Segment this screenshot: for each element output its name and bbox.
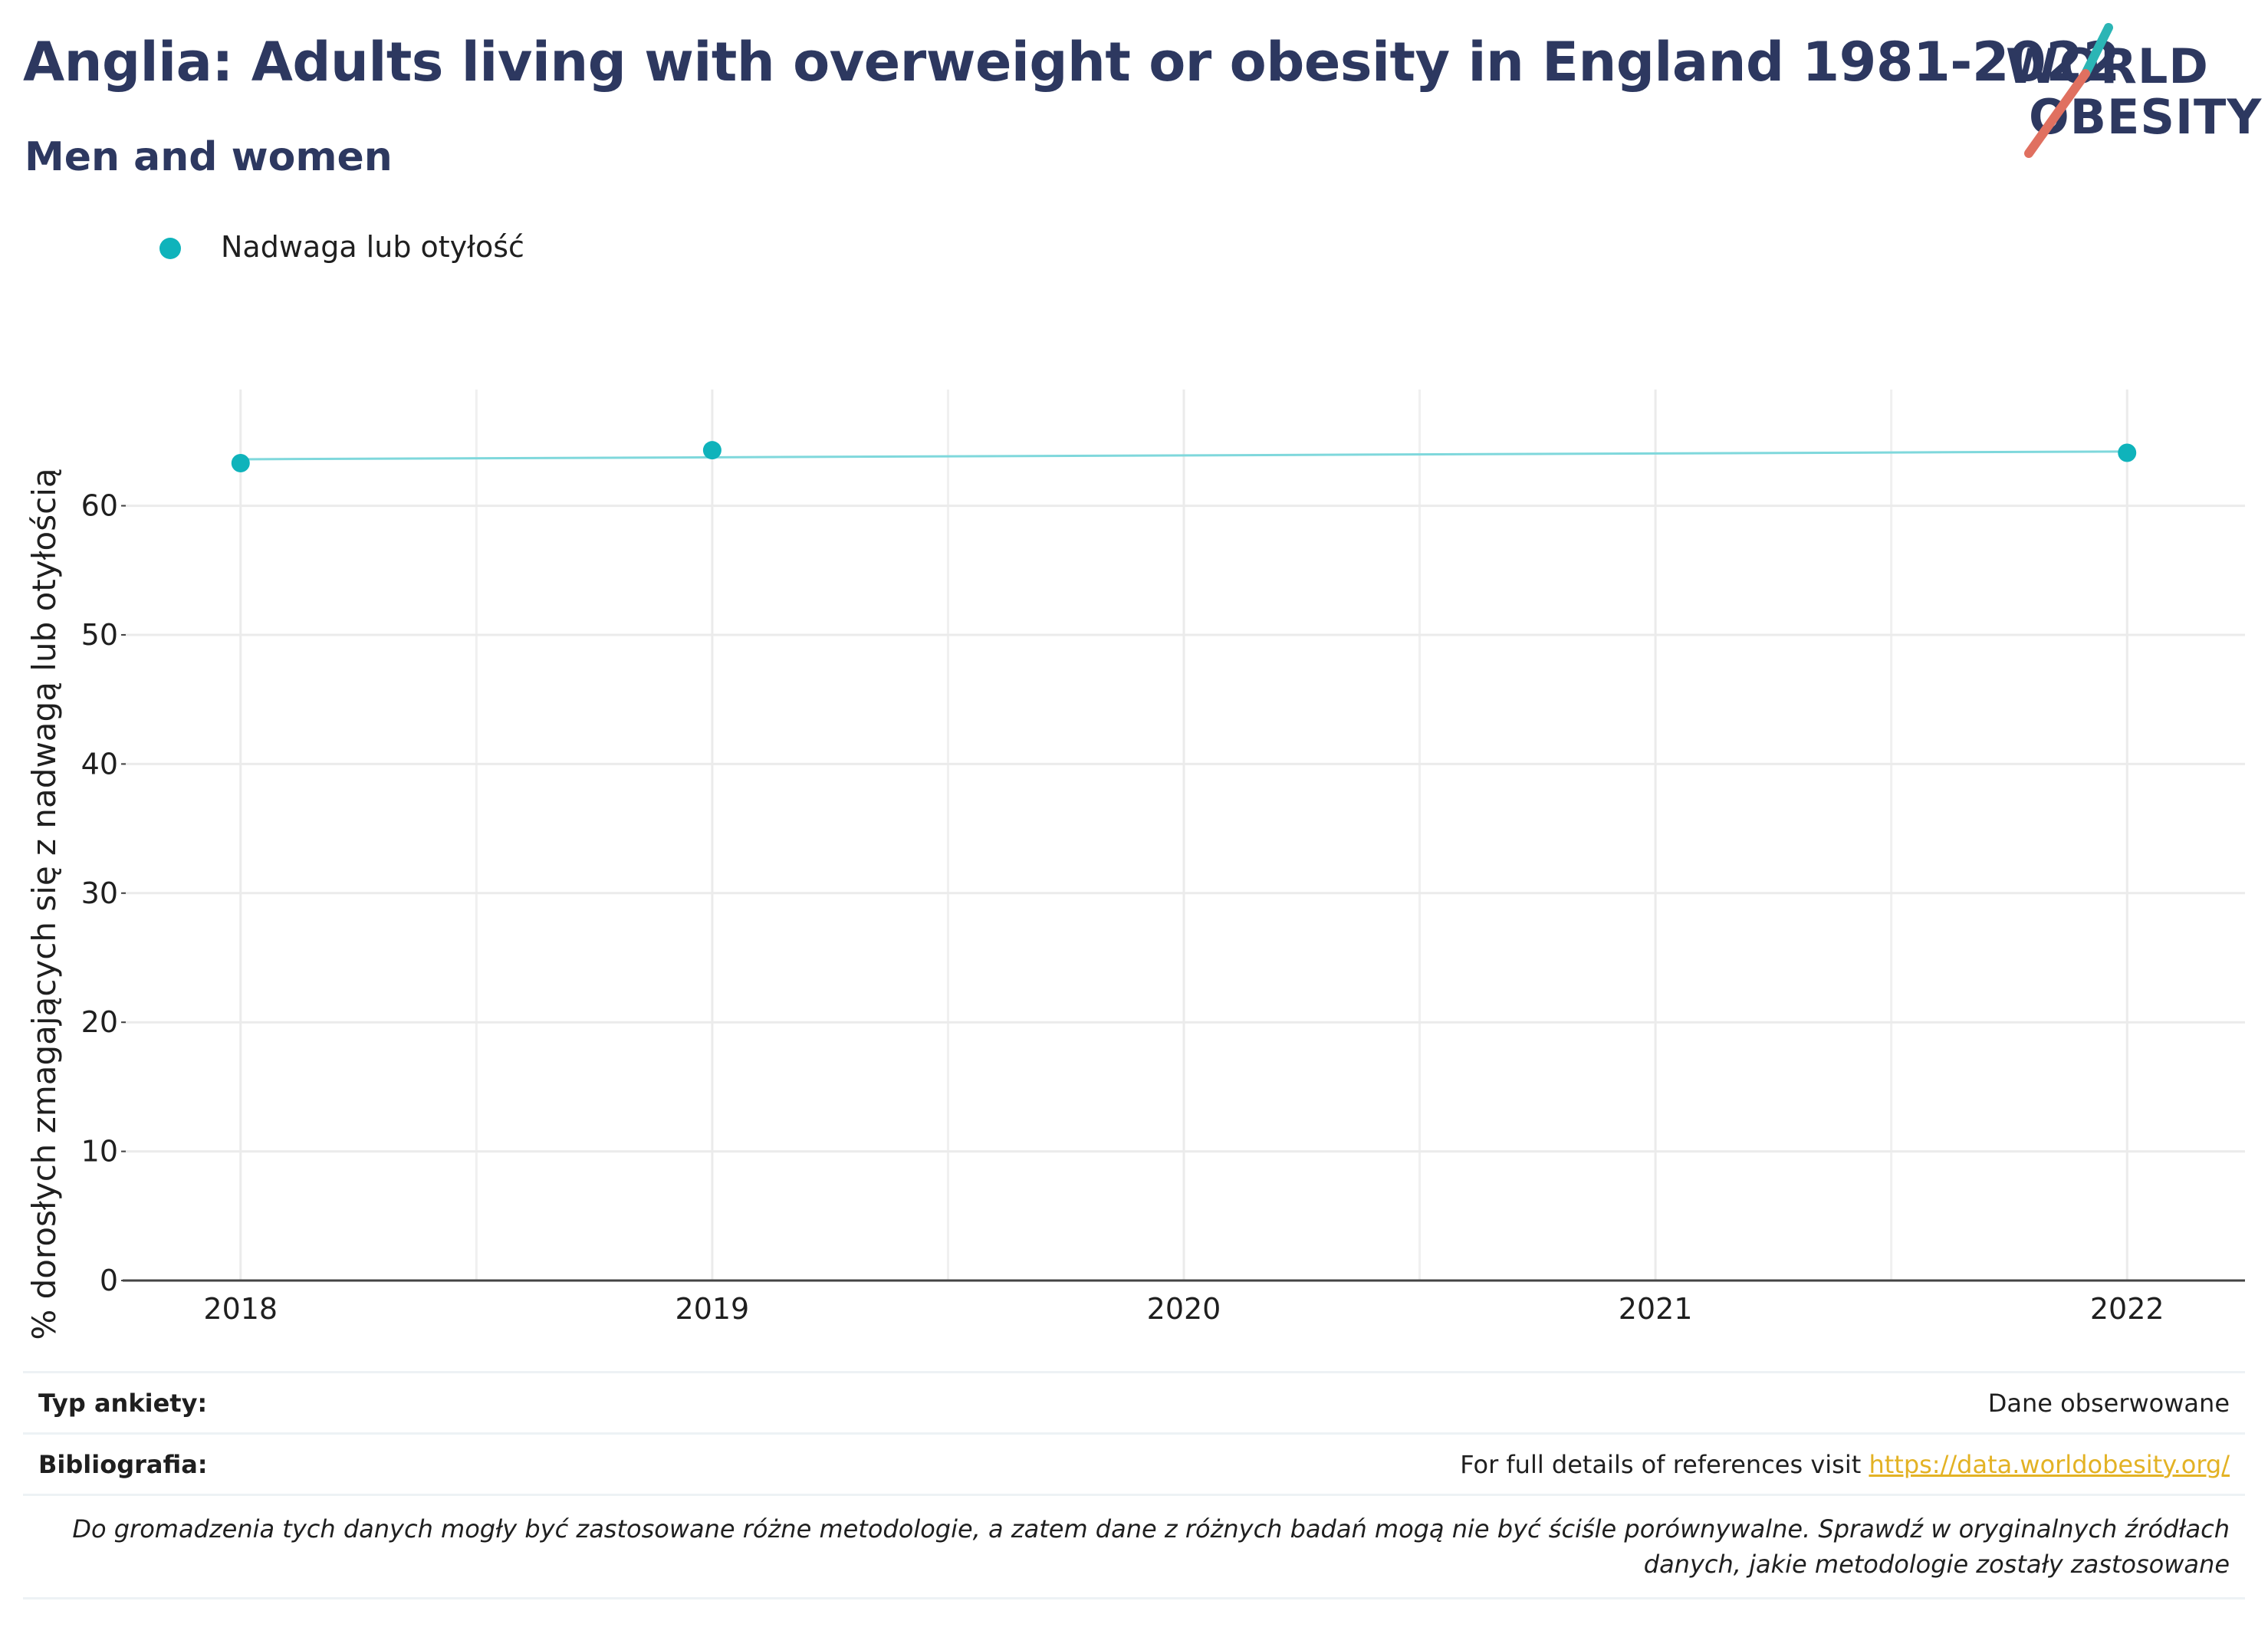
y-tick-label: 40 (81, 747, 118, 781)
bibliography-value: For full details of references visit htt… (1460, 1450, 2230, 1479)
data-point (702, 441, 721, 460)
logo-line1: WORLD (2006, 38, 2209, 94)
grid-lines (123, 390, 2245, 1281)
chart-plot-area: 0 10 20 30 40 50 60 2018 2019 2020 2021 2022 % doro… (25, 390, 2245, 1340)
y-axis-title: % dorosłych zmagających się z nadwagą lu… (25, 468, 63, 1340)
logo-slash-icon (2024, 23, 2113, 158)
y-tick-label: 60 (81, 489, 118, 523)
survey-type-key: Typ ankiety: (38, 1388, 208, 1418)
bibliography-row: Bibliografia: For full details of refere… (23, 1432, 2245, 1494)
axes: 0 10 20 30 40 50 60 2018 2019 2020 2021 2022 (81, 489, 2245, 1326)
y-tick-label: 50 (81, 618, 118, 652)
x-tick-label: 2022 (2090, 1292, 2164, 1326)
legend-label: Nadwaga lub otyłość (221, 230, 524, 264)
chart-subtitle: Men and women (25, 134, 393, 180)
survey-type-row: Typ ankiety: Dane obserwowane (23, 1371, 2245, 1432)
bibliography-text: For full details of references visit (1460, 1449, 1869, 1479)
y-tick-label: 30 (81, 876, 118, 910)
y-tick-label: 20 (81, 1005, 118, 1039)
data-point (2118, 443, 2137, 462)
chart-title: Anglia: Adults living with overweight or… (23, 31, 2120, 94)
survey-type-value: Dane obserwowane (1987, 1388, 2230, 1418)
x-tick-label: 2020 (1147, 1292, 1221, 1326)
data-point (231, 453, 250, 472)
x-tick-label: 2021 (1619, 1292, 1693, 1326)
legend-marker (159, 238, 181, 259)
trend-line (240, 450, 2128, 461)
data-layer (231, 441, 2137, 472)
chart-footer: Typ ankiety: Dane obserwowane Bibliograf… (23, 1371, 2245, 1599)
bibliography-link[interactable]: https://data.worldobesity.org/ (1869, 1449, 2230, 1479)
y-tick-label: 0 (100, 1264, 118, 1297)
x-tick-label: 2019 (675, 1292, 750, 1326)
x-tick-label: 2018 (203, 1292, 278, 1326)
bibliography-key: Bibliografia: (38, 1449, 208, 1479)
world-obesity-logo: WORLD OBESITY (2001, 23, 2261, 161)
methodology-note: Do gromadzenia tych danych mogły być zas… (23, 1494, 2245, 1599)
y-tick-label: 10 (81, 1135, 118, 1169)
